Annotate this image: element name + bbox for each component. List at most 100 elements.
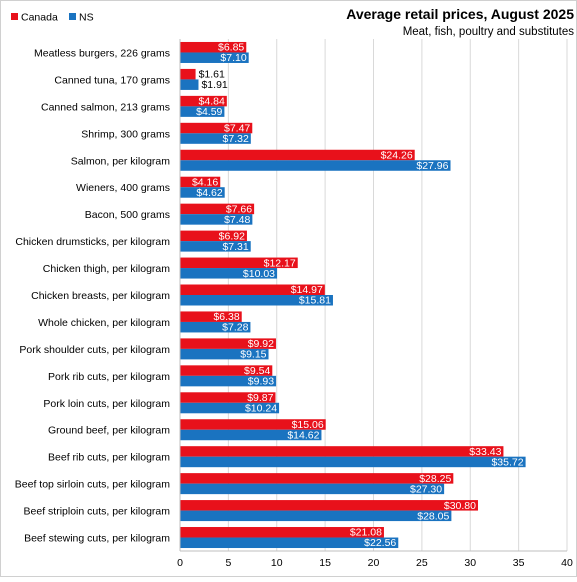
bar-canada: [180, 68, 196, 80]
bar-ns: [180, 375, 277, 387]
value-label: $12.17: [264, 257, 296, 269]
bar-ns: [180, 348, 269, 360]
bar-ns: [180, 241, 251, 252]
bar-canada: [180, 41, 247, 53]
category-label: Chicken thigh, per kilogram: [43, 263, 170, 275]
value-label: $15.06: [292, 419, 324, 431]
bar-canada: [180, 527, 384, 538]
category-label: Beef top sirloin cuts, per kilogram: [15, 479, 170, 491]
category-label: Canned tuna, 170 grams: [54, 74, 170, 86]
value-label: $6.85: [218, 42, 244, 54]
category-label: Pork rib cuts, per kilogram: [48, 371, 170, 383]
value-label: $7.47: [224, 123, 250, 135]
value-label: $10.03: [243, 268, 275, 280]
bar-ns: [180, 133, 251, 144]
value-label: $9.54: [244, 365, 270, 377]
value-label: $7.66: [226, 203, 252, 215]
bar-canada: [180, 419, 326, 430]
bar-canada: [180, 284, 325, 295]
bar-canada: [180, 149, 415, 161]
chart-title: Average retail prices, August 2025: [346, 6, 574, 22]
value-label: $9.15: [240, 349, 266, 361]
bar-ns: [180, 187, 225, 198]
category-label: Whole chicken, per kilogram: [38, 317, 170, 329]
x-tick-label: 20: [368, 557, 380, 569]
value-label: $10.24: [245, 402, 277, 414]
value-label: $6.38: [213, 311, 239, 323]
bar-canada: [180, 500, 478, 511]
value-label: $7.32: [223, 133, 249, 145]
value-label: $28.25: [419, 473, 451, 485]
category-label: Chicken breasts, per kilogram: [31, 290, 170, 302]
category-labels: Meatless burgers, 226 grams Canned tuna, …: [15, 47, 170, 544]
category-label: Salmon, per kilogram: [71, 155, 170, 167]
category-label: Pork loin cuts, per kilogram: [43, 398, 170, 410]
bar-ns: [180, 160, 451, 171]
category-label: Shrimp, 300 grams: [81, 128, 170, 140]
value-label: $27.30: [410, 483, 442, 495]
value-labels: $6.85$7.10 $1.61$1.91 $4.84$4.59$7.47$7.32…: [192, 42, 524, 550]
bar-canada: [180, 473, 454, 484]
bar-canada: [180, 446, 504, 457]
value-label: $28.05: [417, 510, 449, 522]
bar-canada: [180, 122, 253, 134]
legend-label: Canada: [21, 12, 58, 24]
value-label: $27.96: [416, 160, 448, 172]
bar-ns: [180, 295, 333, 306]
bar-ns: [180, 321, 251, 333]
bar-canada: [180, 392, 276, 403]
value-label: $4.84: [199, 96, 225, 108]
value-label: $9.87: [247, 392, 273, 404]
category-label: Meatless burgers, 226 grams: [34, 47, 170, 59]
bar-ns: [180, 402, 280, 414]
category-label: Beef rib cuts, per kilogram: [48, 452, 170, 464]
x-tick-label: 35: [513, 557, 525, 569]
x-tick-label: 25: [416, 557, 428, 569]
value-label: $33.43: [469, 446, 501, 458]
bar-ns: [180, 483, 445, 495]
bar-ns: [180, 510, 452, 522]
x-tick-label: 15: [319, 557, 331, 569]
value-label: $30.80: [444, 500, 476, 512]
bar-canada: [180, 230, 247, 242]
category-label: Pork shoulder cuts, per kilogram: [19, 344, 170, 356]
value-label: $21.08: [350, 527, 382, 539]
legend-item-ns: NS: [69, 12, 94, 24]
legend: Canada NS: [11, 12, 94, 24]
category-label: Chicken drumsticks, per kilogram: [15, 236, 170, 248]
legend-item-canada: Canada: [11, 12, 58, 24]
bar-canada: [180, 257, 298, 269]
bar-canada: [180, 203, 255, 215]
bar-canada: [180, 338, 276, 349]
bar-ns: [180, 106, 225, 117]
legend-swatch: [69, 13, 76, 20]
x-tick-label: 5: [225, 557, 231, 569]
category-label: Canned salmon, 213 grams: [41, 101, 170, 113]
category-label: Bacon, 500 grams: [85, 209, 170, 221]
value-label: $7.10: [220, 52, 246, 64]
bar-ns: [180, 429, 322, 441]
category-label: Beef stewing cuts, per kilogram: [24, 533, 170, 545]
bar-canada: [180, 176, 221, 188]
bar-ns: [180, 52, 249, 63]
x-axis: 0 5 10 15 20 25 30 35 40: [177, 39, 573, 569]
value-label: $9.92: [248, 338, 274, 350]
bar-canada: [180, 365, 273, 376]
x-tick-label: 40: [561, 557, 573, 569]
value-label: $14.97: [291, 284, 323, 296]
bar-ns: [180, 214, 253, 225]
value-label: $14.62: [287, 429, 319, 441]
value-label: $1.61: [199, 69, 225, 81]
category-label: Ground beef, per kilogram: [48, 425, 170, 437]
x-tick-label: 30: [464, 557, 476, 569]
value-label: $9.93: [248, 376, 274, 388]
bar-canada: [180, 311, 242, 322]
value-label: $15.81: [299, 295, 331, 307]
legend-swatch: [11, 13, 18, 20]
bars: [180, 41, 526, 549]
bar-ns: [180, 268, 278, 279]
value-label: $24.26: [381, 149, 413, 161]
value-label: $4.62: [196, 187, 222, 199]
